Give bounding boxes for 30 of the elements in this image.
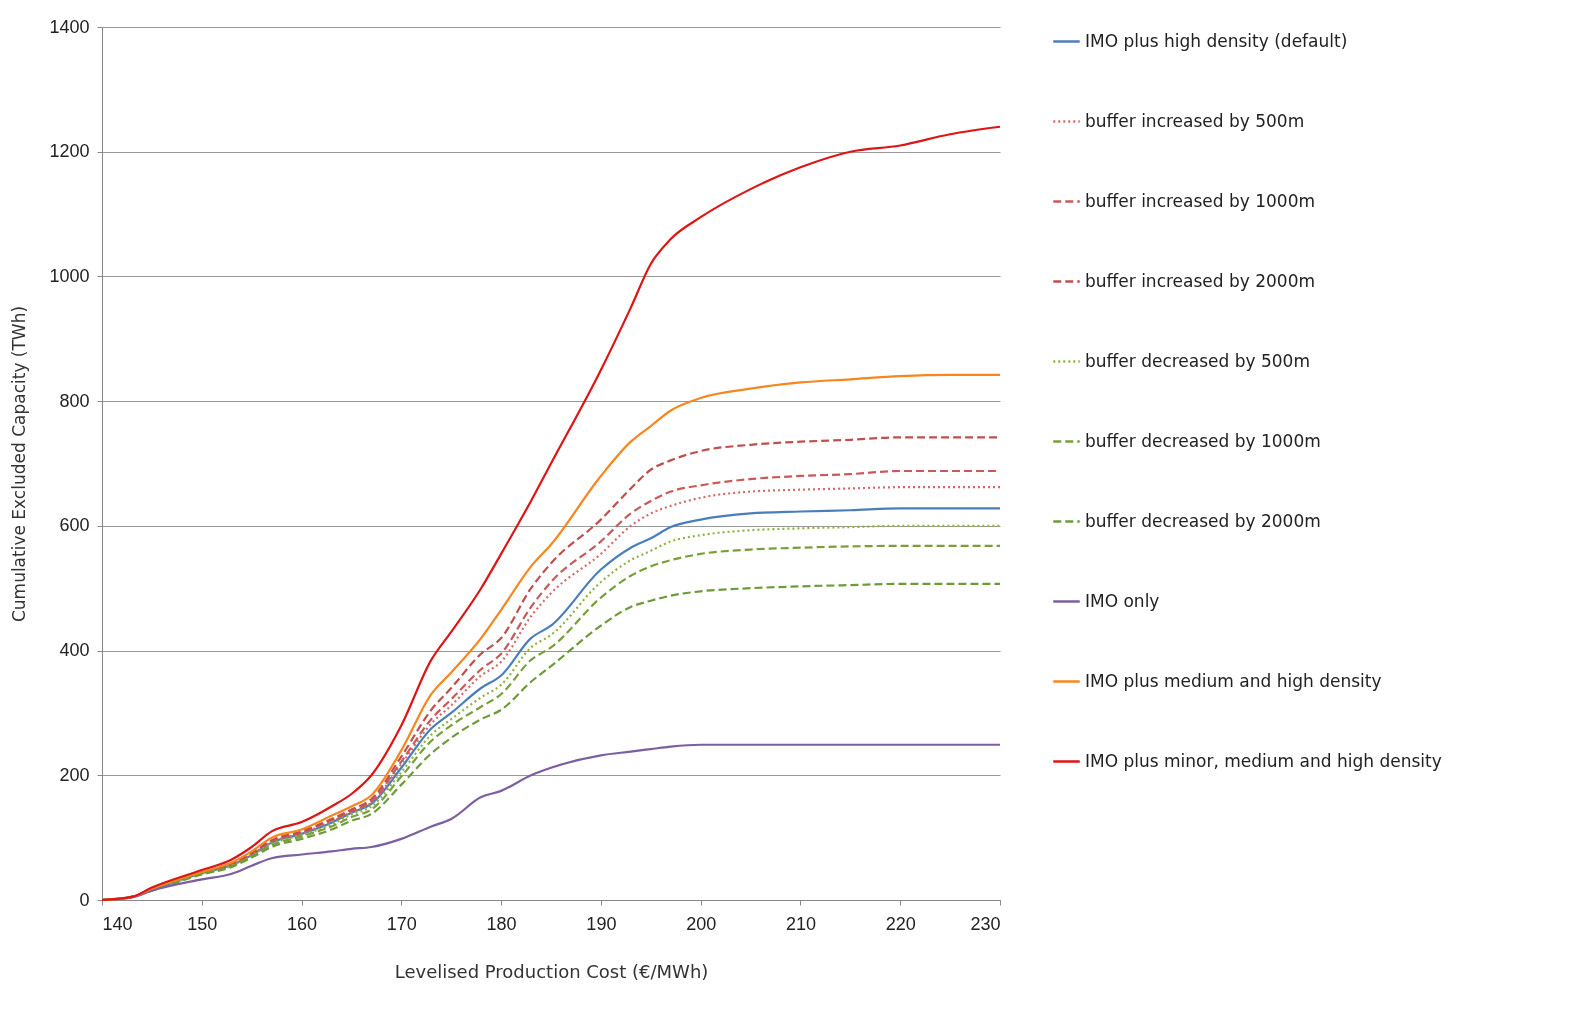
y-tick-label: 1200 <box>49 141 90 162</box>
x-tick-label: 150 <box>187 913 218 934</box>
x-tick-label: 160 <box>287 913 318 934</box>
x-tick-label: 190 <box>586 913 617 934</box>
x-tick-label: 220 <box>885 913 916 934</box>
legend-label: buffer decreased by 1000m <box>1085 430 1321 451</box>
legend-label: buffer increased by 1000m <box>1085 190 1316 211</box>
y-tick-label: 0 <box>79 889 90 910</box>
x-axis-title: Levelised Production Cost (€/MWh) <box>394 960 709 982</box>
x-tick-label: 230 <box>970 913 1001 934</box>
y-tick-label: 1400 <box>49 16 90 37</box>
x-tick-label: 210 <box>785 913 816 934</box>
x-tick-label: 140 <box>102 913 133 934</box>
y-tick-label: 1000 <box>49 265 90 286</box>
y-tick-label: 200 <box>59 764 90 785</box>
legend-label: buffer increased by 500m <box>1085 110 1305 131</box>
legend-label: IMO plus high density (default) <box>1085 30 1348 51</box>
y-tick-label: 400 <box>59 640 90 661</box>
x-tick-label: 170 <box>386 913 417 934</box>
x-tick-label: 180 <box>486 913 517 934</box>
legend-label: buffer decreased by 500m <box>1085 350 1310 371</box>
y-tick-label: 600 <box>59 515 90 536</box>
legend-label: IMO only <box>1085 590 1160 611</box>
legend-label: IMO plus medium and high density <box>1085 670 1382 691</box>
legend-label: buffer decreased by 2000m <box>1085 510 1321 531</box>
legend-label: IMO plus minor, medium and high density <box>1085 750 1442 771</box>
y-tick-label: 800 <box>59 390 90 411</box>
y-axis-title: Cumulative Excluded Capacity (TWh) <box>9 305 30 623</box>
legend-label: buffer increased by 2000m <box>1085 270 1316 291</box>
x-tick-label: 200 <box>686 913 717 934</box>
